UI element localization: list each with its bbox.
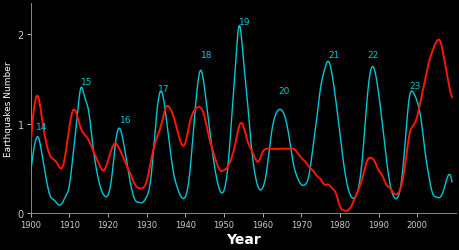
Text: 19: 19 xyxy=(239,18,250,26)
Y-axis label: Earthquakes Number: Earthquakes Number xyxy=(4,61,13,156)
Text: 18: 18 xyxy=(200,51,212,60)
Text: 22: 22 xyxy=(366,51,377,60)
Text: 23: 23 xyxy=(409,82,420,90)
Text: 16: 16 xyxy=(119,115,131,124)
Text: 15: 15 xyxy=(81,78,92,87)
X-axis label: Year: Year xyxy=(225,232,260,246)
Text: 21: 21 xyxy=(328,51,339,60)
Text: 20: 20 xyxy=(277,87,289,96)
Text: 17: 17 xyxy=(158,84,169,93)
Text: 14: 14 xyxy=(36,122,48,132)
